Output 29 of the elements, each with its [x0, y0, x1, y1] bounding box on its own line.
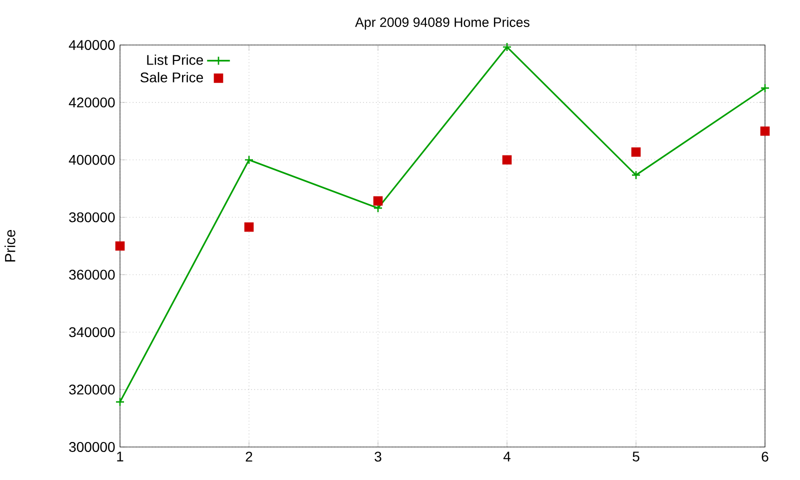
y-tick-label: 440000	[68, 40, 115, 50]
point	[631, 170, 641, 180]
point	[502, 155, 512, 165]
point	[760, 126, 770, 136]
point	[760, 83, 770, 93]
x-tick-label: 1	[117, 452, 124, 462]
point	[373, 196, 383, 206]
y-tick-label: 340000	[69, 327, 115, 338]
y-tick-label: 320000	[69, 384, 115, 395]
x-tick-label: 4	[503, 452, 510, 462]
point	[631, 147, 641, 157]
point	[244, 222, 254, 232]
y-tick-label: 400000	[68, 154, 115, 165]
y-tick-label: 420000	[68, 97, 115, 108]
point	[115, 241, 125, 251]
y-tick-label: 300000	[69, 442, 115, 452]
legend-label: Sale Price	[140, 72, 203, 82]
x-tick-label: 3	[374, 452, 382, 462]
point	[115, 397, 125, 407]
point	[244, 155, 254, 165]
y-tick-label: 360000	[69, 270, 115, 280]
y-axis-title: Price	[4, 230, 16, 262]
legend-label: List Price	[147, 54, 203, 65]
point	[502, 42, 512, 52]
x-tick-label: 5	[632, 452, 640, 462]
y-tick-label: 380000	[69, 212, 115, 222]
x-tick-label: 6	[762, 452, 768, 462]
chart-title: Apr 2009 94089 Home Prices	[355, 17, 530, 30]
x-tick-label: 2	[246, 452, 252, 462]
